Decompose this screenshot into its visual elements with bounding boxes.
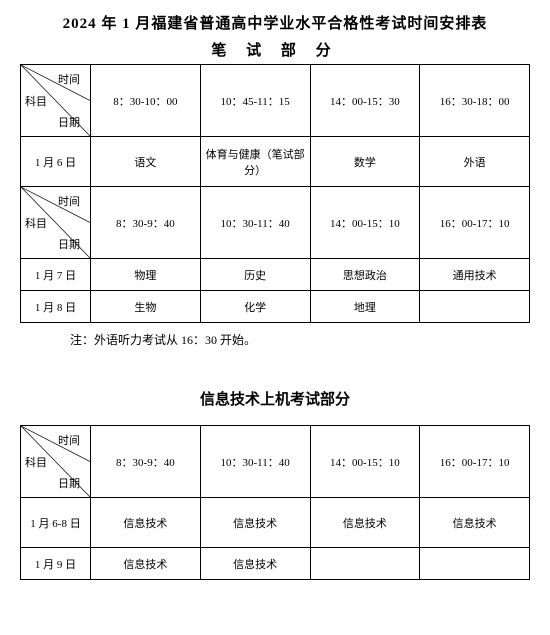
diagonal-header-cell: 时间 科目 日期: [21, 426, 91, 498]
time-slot-cell: 16：00-17：10: [420, 187, 530, 259]
date-cell: 1 月 7 日: [21, 259, 91, 291]
subject-cell: 信息技术: [91, 548, 201, 580]
time-slot-cell: 10：30-11：40: [200, 426, 310, 498]
subject-cell: 信息技术: [420, 498, 530, 548]
subject-cell: [420, 291, 530, 323]
note-text: 注：外语听力考试从 16：30 开始。: [70, 331, 530, 348]
time-slot-cell: 14：00-15：10: [310, 187, 420, 259]
diagonal-header-cell: 时间 科目 日期: [21, 187, 91, 259]
written-exam-table: 时间 科目 日期 8：30-10：00 10：45-11：15 14：00-15…: [20, 64, 530, 323]
subject-cell: 生物: [91, 291, 201, 323]
subject-cell: 信息技术: [310, 498, 420, 548]
time-slot-cell: 14：00-15：10: [310, 426, 420, 498]
subject-cell: 体育与健康（笔试部分）: [200, 137, 310, 187]
subject-cell: [310, 548, 420, 580]
time-slot-cell: 16：00-17：10: [420, 426, 530, 498]
diag-time-label: 时间: [58, 193, 80, 209]
date-cell: 1 月 9 日: [21, 548, 91, 580]
written-section-title: 笔 试 部 分: [20, 39, 530, 60]
diag-date-label: 日期: [58, 236, 80, 252]
time-slot-cell: 10：30-11：40: [200, 187, 310, 259]
subject-cell: 历史: [200, 259, 310, 291]
subject-cell: 信息技术: [200, 548, 310, 580]
date-cell: 1 月 6 日: [21, 137, 91, 187]
subject-cell: 地理: [310, 291, 420, 323]
diag-time-label: 时间: [58, 71, 80, 87]
time-slot-cell: 8：30-10：00: [91, 65, 201, 137]
subject-cell: 语文: [91, 137, 201, 187]
main-title: 2024 年 1 月福建省普通高中学业水平合格性考试时间安排表: [20, 12, 530, 33]
time-slot-cell: 8：30-9：40: [91, 426, 201, 498]
diag-time-label: 时间: [58, 432, 80, 448]
computer-section-title: 信息技术上机考试部分: [20, 388, 530, 409]
date-cell: 1 月 8 日: [21, 291, 91, 323]
diag-subject-label: 科目: [25, 454, 47, 470]
date-cell: 1 月 6-8 日: [21, 498, 91, 548]
diag-date-label: 日期: [58, 475, 80, 491]
subject-cell: 化学: [200, 291, 310, 323]
time-slot-cell: 16：30-18：00: [420, 65, 530, 137]
subject-cell: [420, 548, 530, 580]
diag-subject-label: 科目: [25, 93, 47, 109]
subject-cell: 信息技术: [91, 498, 201, 548]
time-slot-cell: 8：30-9：40: [91, 187, 201, 259]
diag-subject-label: 科目: [25, 215, 47, 231]
subject-cell: 数学: [310, 137, 420, 187]
diag-date-label: 日期: [58, 114, 80, 130]
subject-cell: 思想政治: [310, 259, 420, 291]
time-slot-cell: 10：45-11：15: [200, 65, 310, 137]
time-slot-cell: 14：00-15：30: [310, 65, 420, 137]
diagonal-header-cell: 时间 科目 日期: [21, 65, 91, 137]
subject-cell: 信息技术: [200, 498, 310, 548]
subject-cell: 物理: [91, 259, 201, 291]
subject-cell: 通用技术: [420, 259, 530, 291]
computer-exam-table: 时间 科目 日期 8：30-9：40 10：30-11：40 14：00-15：…: [20, 425, 530, 580]
subject-cell: 外语: [420, 137, 530, 187]
